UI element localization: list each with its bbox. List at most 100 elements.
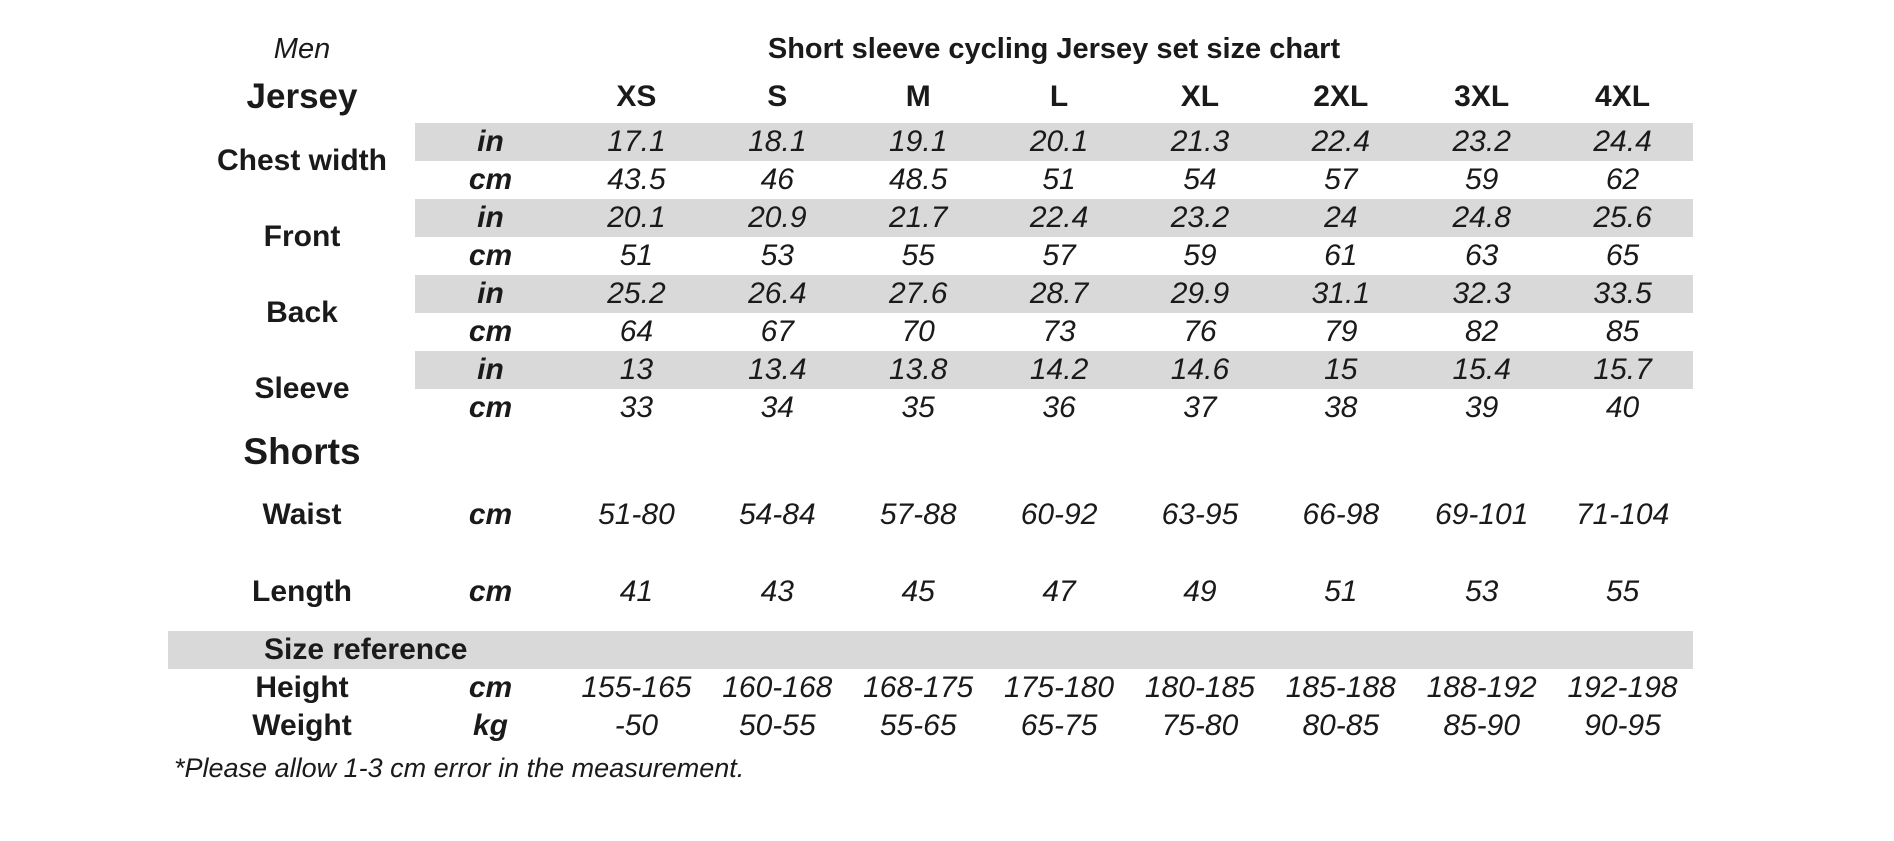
size-value-cell: 20.1 (566, 199, 707, 237)
size-value-cell: 63 (1465, 239, 1499, 272)
size-reference-row: Size reference (140, 631, 1693, 669)
size-column-header-s: S (767, 79, 788, 113)
measurement-label-back: Back (266, 296, 338, 329)
size-value-cell: 21.3 (1129, 123, 1271, 161)
size-value-cell: 188-192 (1426, 671, 1537, 704)
size-column-header-l: L (1049, 79, 1069, 113)
size-value-cell: 75-80 (1161, 709, 1239, 742)
weight-row: Weight kg -50 50-55 55-65 65-75 75-80 80… (154, 707, 1693, 745)
chest-width-cm-row: cm 43.5 46 48.5 51 54 57 59 62 (154, 161, 1693, 199)
size-value-cell: 59 (1465, 163, 1499, 196)
unit-label: cm (468, 315, 513, 348)
size-value-cell: 47 (1042, 575, 1076, 608)
empty-cell (415, 70, 566, 123)
title-row: Men Short sleeve cycling Jersey set size… (154, 28, 1693, 70)
measurement-label-chest-width: Chest width (217, 144, 387, 177)
size-column-header-m: M (905, 79, 931, 113)
size-value-cell: 37 (1183, 391, 1217, 424)
size-value-cell: 53 (760, 239, 794, 272)
size-value-cell: 46 (760, 163, 794, 196)
size-value-cell: 23.2 (1129, 199, 1271, 237)
size-value-cell: 155-165 (581, 671, 692, 704)
measurement-label-weight: Weight (252, 709, 352, 742)
size-value-cell: 15.4 (1411, 351, 1553, 389)
unit-label: cm (468, 163, 513, 196)
size-value-cell: 14.6 (1129, 351, 1271, 389)
size-value-cell: 45 (901, 575, 935, 608)
size-column-header-2xl: 2XL (1313, 79, 1369, 113)
size-value-cell: 24.4 (1552, 123, 1693, 161)
size-value-cell: 49 (1183, 575, 1217, 608)
shorts-heading-row: Shorts (154, 427, 1693, 477)
measurement-footnote: *Please allow 1-3 cm error in the measur… (174, 753, 745, 783)
size-value-cell: 76 (1183, 315, 1217, 348)
waist-row: Waist cm 51-80 54-84 57-88 60-92 63-95 6… (154, 477, 1693, 553)
size-column-header-xs: XS (616, 79, 657, 113)
measurement-label-waist: Waist (262, 498, 342, 531)
size-value-cell: 50-55 (738, 709, 816, 742)
size-header-row: Jersey XS S M L XL 2XL 3XL 4XL (154, 70, 1693, 123)
size-value-cell: -50 (614, 709, 659, 742)
size-value-cell: 27.6 (847, 275, 989, 313)
size-value-cell: 43.5 (607, 163, 666, 196)
empty-cell (415, 427, 1693, 477)
size-value-cell: 21.7 (847, 199, 989, 237)
size-value-cell: 160-168 (722, 671, 833, 704)
size-value-cell: 60-92 (1020, 498, 1098, 531)
size-value-cell: 22.4 (1270, 123, 1412, 161)
size-value-cell: 80-85 (1302, 709, 1380, 742)
size-value-cell: 32.3 (1411, 275, 1553, 313)
back-in-row: Back in 25.2 26.4 27.6 28.7 29.9 31.1 32… (154, 275, 1693, 329)
shorts-section-heading: Shorts (243, 431, 361, 472)
size-value-cell: 40 (1605, 391, 1640, 424)
size-value-cell: 26.4 (706, 275, 848, 313)
unit-label: in (415, 351, 566, 389)
sleeve-in-row: Sleeve in 13 13.4 13.8 14.2 14.6 15 15.4… (154, 351, 1693, 405)
chart-title: Short sleeve cycling Jersey set size cha… (767, 32, 1341, 65)
jersey-section-heading: Jersey (246, 76, 358, 116)
size-value-cell: 17.1 (566, 123, 707, 161)
size-value-cell: 65-75 (1020, 709, 1098, 742)
unit-label: cm (468, 498, 513, 531)
size-value-cell: 34 (760, 391, 794, 424)
height-row: Height cm 155-165 160-168 168-175 175-18… (154, 669, 1693, 707)
size-value-cell: 51 (619, 239, 654, 272)
size-column-header-3xl: 3XL (1454, 79, 1510, 113)
size-value-cell: 13.8 (847, 351, 989, 389)
size-value-cell: 55 (1605, 575, 1640, 608)
size-value-cell: 22.4 (988, 199, 1130, 237)
size-value-cell: 59 (1183, 239, 1217, 272)
size-value-cell: 23.2 (1411, 123, 1553, 161)
size-value-cell: 51 (1042, 163, 1076, 196)
measurement-label-length: Length (252, 575, 352, 608)
size-reference-heading: Size reference (140, 631, 566, 669)
measurement-label-front: Front (263, 220, 341, 253)
size-value-cell: 31.1 (1270, 275, 1412, 313)
size-value-cell: 71-104 (1575, 498, 1670, 531)
size-value-cell: 61 (1324, 239, 1358, 272)
unit-label: in (415, 123, 566, 161)
size-value-cell: 41 (619, 575, 654, 608)
size-value-cell: 55 (901, 239, 935, 272)
size-value-cell: 82 (1465, 315, 1499, 348)
size-column-header-4xl: 4XL (1595, 79, 1651, 113)
size-value-cell: 28.7 (988, 275, 1130, 313)
size-value-cell: 65 (1605, 239, 1640, 272)
size-value-cell: 20.1 (988, 123, 1130, 161)
measurement-label-sleeve: Sleeve (254, 372, 350, 405)
size-value-cell: 14.2 (988, 351, 1130, 389)
unit-label: cm (468, 391, 513, 424)
size-value-cell: 73 (1042, 315, 1076, 348)
size-value-cell: 25.2 (566, 275, 707, 313)
size-value-cell: 51-80 (598, 498, 675, 531)
size-value-cell: 29.9 (1129, 275, 1271, 313)
size-value-cell: 54 (1183, 163, 1217, 196)
size-chart-table: Men Short sleeve cycling Jersey set size… (140, 28, 1693, 745)
size-value-cell: 85-90 (1443, 709, 1521, 742)
size-value-cell: 33 (619, 391, 654, 424)
size-value-cell: 62 (1605, 163, 1640, 196)
size-value-cell: 36 (1042, 391, 1076, 424)
size-value-cell: 25.6 (1552, 199, 1693, 237)
size-value-cell: 43 (760, 575, 794, 608)
front-cm-row: cm 51 53 55 57 59 61 63 65 (154, 237, 1693, 275)
